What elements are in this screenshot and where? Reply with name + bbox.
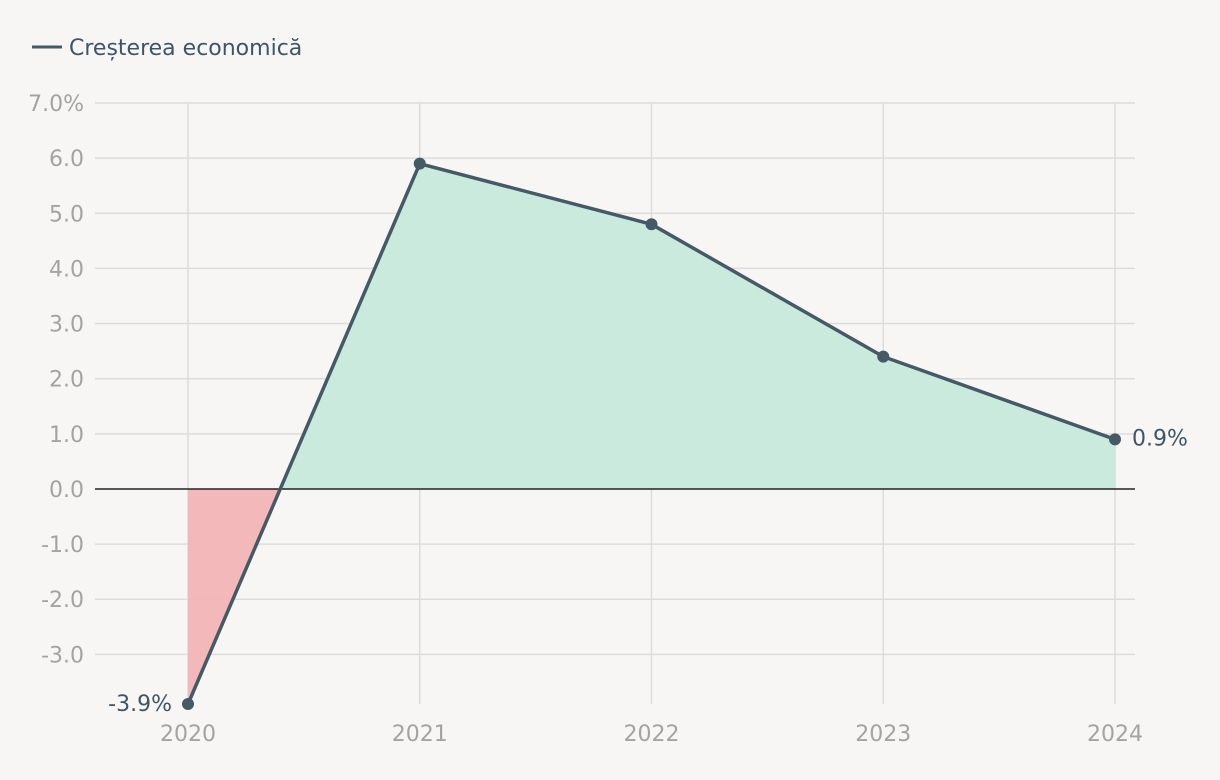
data-point	[182, 698, 194, 710]
legend-label: Creșterea economică	[69, 36, 302, 61]
y-tick-label: 7.0%	[28, 92, 84, 117]
data-point	[877, 350, 890, 363]
data-point	[413, 157, 426, 170]
data-point	[1109, 433, 1121, 446]
legend: Creșterea economică	[32, 36, 302, 61]
y-tick-label: 1.0	[49, 423, 84, 448]
start-value-label: -3.9%	[108, 692, 172, 717]
y-tick-label: 2.0	[49, 368, 84, 393]
y-tick-label: 0.0	[49, 478, 84, 503]
end-labels: -3.9% 0.9%	[108, 426, 1188, 717]
y-tick-label: -1.0	[41, 533, 84, 558]
data-points	[182, 157, 1121, 710]
x-tick-label: 2023	[855, 722, 911, 747]
y-tick-label: 6.0	[49, 147, 84, 172]
y-axis-ticks: 7.0% 6.0 5.0 4.0 3.0 2.0 1.0 0.0 -1.0 -2.0 -3.0	[28, 92, 84, 668]
end-value-label: 0.9%	[1132, 426, 1188, 451]
x-tick-label: 2024	[1087, 722, 1143, 747]
x-axis-ticks: 2020 2021 2022 2023 2024	[160, 722, 1143, 747]
y-tick-label: 5.0	[49, 202, 84, 227]
x-tick-label: 2022	[624, 722, 680, 747]
y-tick-label: 4.0	[49, 257, 84, 282]
x-tick-label: 2020	[160, 722, 216, 747]
y-tick-label: 3.0	[49, 313, 84, 338]
y-tick-label: -2.0	[41, 588, 84, 613]
data-point	[645, 218, 658, 231]
y-tick-label: -3.0	[41, 643, 84, 668]
x-tick-label: 2021	[392, 722, 448, 747]
positive-area	[280, 163, 1115, 489]
